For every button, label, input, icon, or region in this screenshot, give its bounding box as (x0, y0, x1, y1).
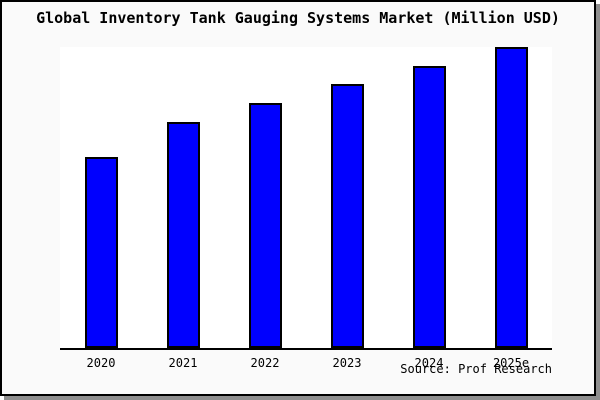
plot-area: 2020 2021 2022 2023 2024 2025e (60, 47, 552, 370)
bar-column-2025e: 2025e (470, 47, 552, 370)
bar-column-2021: 2021 (142, 47, 224, 370)
bar-2024 (412, 65, 446, 348)
bar-2023 (330, 84, 364, 348)
x-tick-label-2024: 2024 (414, 356, 444, 370)
x-tick-label-2023: 2023 (332, 356, 362, 370)
bar-column-2022: 2022 (224, 47, 306, 370)
source-note: Source: Prof Research (400, 362, 552, 376)
x-tick-label-2022: 2022 (250, 356, 280, 370)
bar-2022 (248, 103, 282, 348)
bar-2025e (494, 47, 528, 348)
x-tick-label-2020: 2020 (86, 356, 116, 370)
bar-column-2020: 2020 (60, 47, 142, 370)
bar-2020 (84, 156, 118, 348)
x-tick-label-2025e: 2025e (492, 356, 530, 370)
bar-column-2024: 2024 (388, 47, 470, 370)
bar-2021 (166, 121, 200, 348)
plot-columns: 2020 2021 2022 2023 2024 2025e (60, 47, 552, 370)
x-tick-label-2021: 2021 (168, 356, 198, 370)
bar-column-2023: 2023 (306, 47, 388, 370)
chart-title: Global Inventory Tank Gauging Systems Ma… (36, 9, 560, 27)
